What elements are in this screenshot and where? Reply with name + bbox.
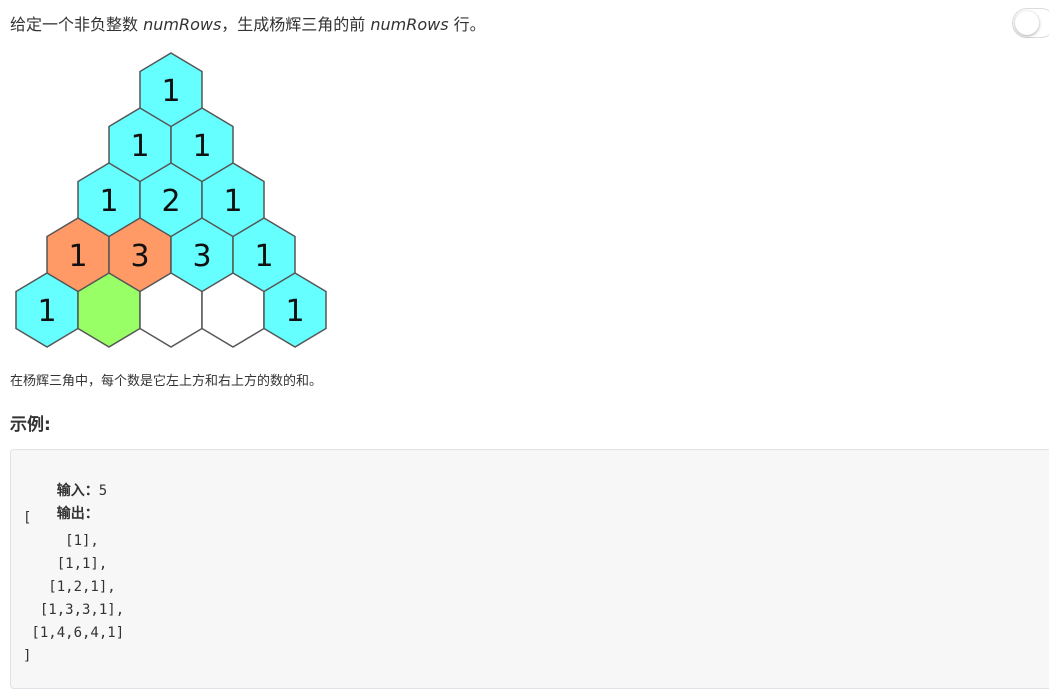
numrows-var-2: numRows bbox=[370, 15, 449, 34]
example-code-block: 输入：5 输出： [ [1], [1,1], [1,2,1], [1,3,3,1… bbox=[10, 449, 1049, 689]
problem-suffix: 行。 bbox=[448, 15, 486, 34]
output-line: [1,4,6,4,1] bbox=[23, 625, 125, 641]
problem-middle: ，生成杨辉三角的前 bbox=[221, 15, 371, 34]
output-line: ] bbox=[23, 648, 32, 664]
hex-value-label: 1 bbox=[130, 129, 149, 164]
hex-value-label: 1 bbox=[68, 239, 87, 274]
toggle-switch[interactable] bbox=[1012, 8, 1049, 38]
caption: 在杨辉三角中，每个数是它左上方和右上方的数的和。 bbox=[10, 374, 323, 389]
hex-value-label: 1 bbox=[223, 184, 242, 219]
problem-prefix: 给定一个非负整数 bbox=[10, 15, 144, 34]
numrows-var: numRows bbox=[143, 15, 222, 34]
hex-value-label: 3 bbox=[192, 239, 211, 274]
pascal-triangle-diagram: 11 11 2 11 3 3 11 1 bbox=[15, 52, 327, 348]
output-line: [ bbox=[23, 510, 32, 526]
hex-value-label: 1 bbox=[285, 294, 304, 329]
output-line: [1,2,1], bbox=[23, 579, 116, 595]
hex-cell bbox=[263, 272, 327, 348]
example-input-line: 输入：5 bbox=[23, 464, 107, 516]
output-line: [1,1], bbox=[23, 556, 108, 572]
example-heading: 示例: bbox=[10, 415, 51, 435]
hex-value-label: 3 bbox=[130, 239, 149, 274]
hex-value-label: 1 bbox=[161, 74, 180, 109]
output-label: 输出： bbox=[56, 506, 99, 522]
hex-value-label: 2 bbox=[161, 184, 180, 219]
input-label: 输入： bbox=[56, 483, 99, 499]
hex-value-label: 1 bbox=[254, 239, 273, 274]
hex-value-label: 1 bbox=[37, 294, 56, 329]
problem-statement: 给定一个非负整数 numRows，生成杨辉三角的前 numRows 行。 bbox=[10, 11, 486, 35]
example-output-label-line: 输出： bbox=[23, 487, 99, 539]
output-line: [1], bbox=[23, 533, 99, 549]
hex-value-label: 1 bbox=[192, 129, 211, 164]
toggle-knob[interactable] bbox=[1015, 11, 1039, 35]
hex-value-label: 1 bbox=[99, 184, 118, 219]
input-value: 5 bbox=[98, 483, 108, 499]
output-line: [1,3,3,1], bbox=[23, 602, 125, 618]
